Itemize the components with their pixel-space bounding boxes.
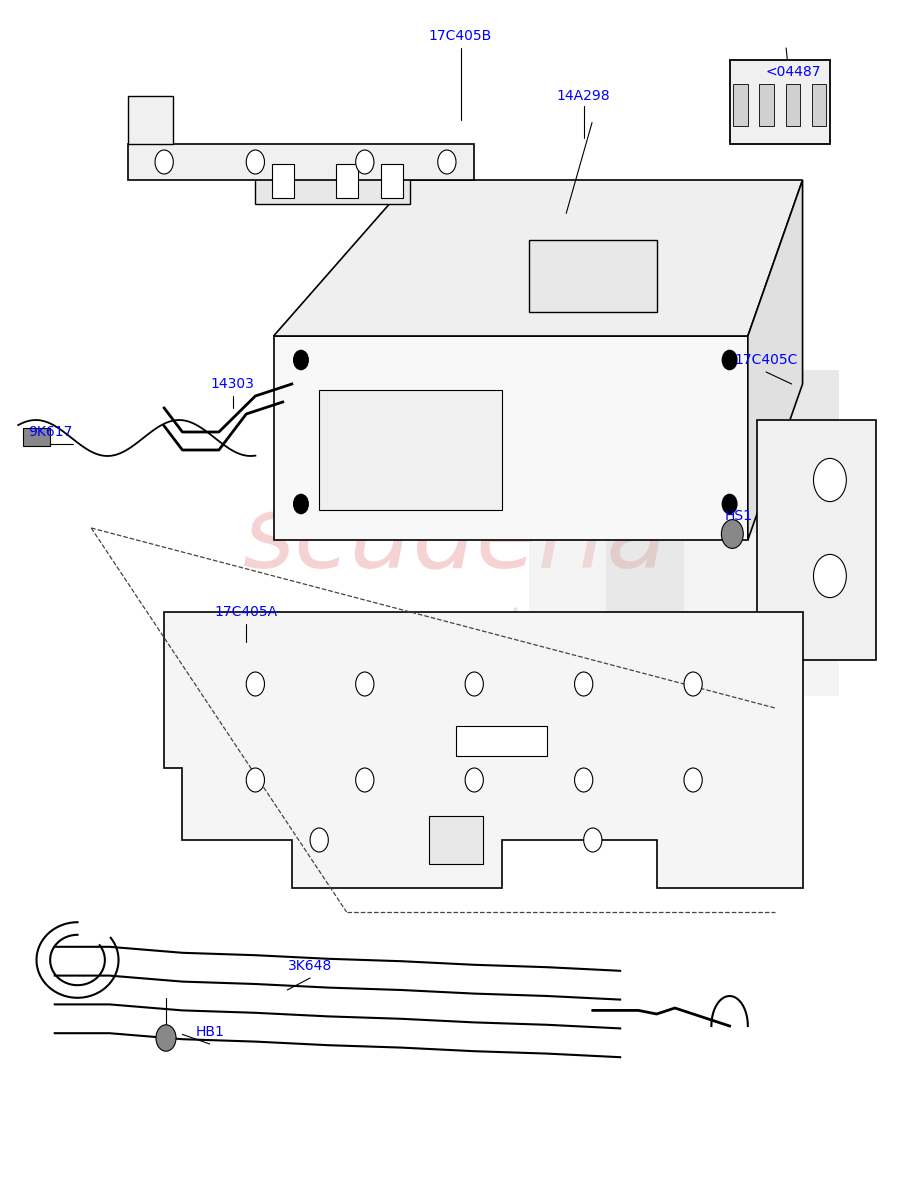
Polygon shape (747, 180, 802, 540)
Circle shape (683, 768, 701, 792)
Circle shape (355, 672, 374, 696)
Polygon shape (255, 156, 410, 204)
Circle shape (722, 350, 736, 370)
Bar (606, 451, 683, 533)
Bar (683, 370, 761, 451)
Bar (683, 451, 761, 533)
Bar (683, 533, 761, 614)
Bar (456, 726, 547, 756)
Circle shape (156, 1025, 176, 1051)
Circle shape (246, 768, 264, 792)
Polygon shape (273, 336, 747, 540)
Circle shape (683, 672, 701, 696)
Bar (759, 84, 773, 126)
Bar (606, 370, 683, 451)
Bar (319, 390, 501, 510)
Bar (732, 84, 747, 126)
Bar (683, 614, 761, 696)
Polygon shape (756, 420, 875, 660)
Text: car parts: car parts (369, 605, 542, 643)
Circle shape (355, 150, 374, 174)
Text: 9K617: 9K617 (28, 425, 72, 439)
Circle shape (246, 672, 264, 696)
Bar (428, 816, 483, 864)
Bar (761, 614, 838, 696)
Bar (528, 370, 606, 451)
Text: 14303: 14303 (210, 377, 254, 391)
Text: <04487: <04487 (765, 65, 820, 79)
Circle shape (813, 458, 845, 502)
Circle shape (155, 150, 173, 174)
Circle shape (722, 494, 736, 514)
Circle shape (813, 554, 845, 598)
Circle shape (465, 672, 483, 696)
Bar (335, 164, 357, 198)
Bar (761, 370, 838, 451)
Bar (761, 533, 838, 614)
Text: 3K648: 3K648 (288, 959, 332, 973)
Text: HS1: HS1 (724, 509, 752, 523)
Circle shape (293, 494, 308, 514)
Bar (784, 84, 799, 126)
Bar (606, 614, 683, 696)
Circle shape (583, 828, 601, 852)
Circle shape (355, 768, 374, 792)
Bar (528, 451, 606, 533)
Circle shape (574, 768, 592, 792)
Bar (381, 164, 403, 198)
Bar (761, 451, 838, 533)
Polygon shape (128, 96, 173, 144)
Text: HB1: HB1 (195, 1025, 224, 1039)
Text: 17C405A: 17C405A (214, 605, 278, 619)
Circle shape (437, 150, 456, 174)
Text: 17C405B: 17C405B (428, 29, 492, 43)
Text: 17C405C: 17C405C (733, 353, 797, 367)
Circle shape (721, 520, 742, 548)
Bar (528, 614, 606, 696)
Bar (606, 533, 683, 614)
Circle shape (310, 828, 328, 852)
Circle shape (293, 350, 308, 370)
Circle shape (465, 768, 483, 792)
Text: 14A298: 14A298 (557, 89, 609, 103)
Polygon shape (128, 144, 474, 180)
Bar (23, 428, 50, 446)
Polygon shape (273, 180, 802, 336)
Polygon shape (164, 612, 802, 888)
Bar (811, 84, 825, 126)
Circle shape (246, 150, 264, 174)
Circle shape (574, 672, 592, 696)
Bar (528, 533, 606, 614)
Bar (271, 164, 293, 198)
FancyBboxPatch shape (729, 60, 829, 144)
Text: scuderia: scuderia (243, 492, 668, 588)
Polygon shape (528, 240, 656, 312)
